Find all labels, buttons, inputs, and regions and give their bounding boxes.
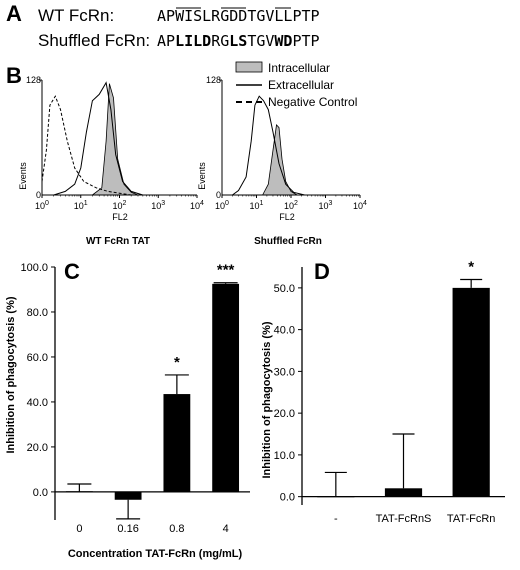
hist-series-intracellular [91,83,139,196]
hist-wt-xlabel: FL2 [112,212,128,222]
bar-y-tick-label: 50.0 [274,283,295,295]
legend-swatch-intracellular [235,61,263,73]
bar-chart-c: C Inhibition of phagocytosis (%) Concent… [5,259,250,560]
histogram-shuffled-fcrn: Events 128 0 FL2 Shuffled FcRn 100 101 102… [197,75,367,247]
bar-y-tick-label: 60.0 [27,352,48,364]
bar-category-label: 4 [223,523,229,535]
bar-category-label: TAT-FcRn [447,513,495,525]
seq-segment: LL [274,7,292,25]
bar-category-label: 0.16 [117,523,138,535]
panel-b-letter: B [6,63,22,88]
bar-c-ylabel: Inhibition of phagocytosis (%) [5,296,17,453]
hist-sh-title: Shuffled FcRn [254,236,322,247]
panel-d-letter: D [314,259,330,284]
hist-x-tick-label: 104 [353,200,367,211]
hist-x-tick-label: 101 [74,200,88,211]
legend: Intracellular Extracellular Negative Con… [235,61,357,109]
bar-y-tick-label: 100.0 [20,262,48,274]
bar-category-label: 0 [76,523,82,535]
hist-x-tick-label: 102 [284,200,298,211]
hist-series-extracellular [53,81,143,196]
seq-segment: LR [202,7,221,25]
hist-x-tick-label: 103 [319,200,333,211]
seq-label-shuffled: Shuffled FcRn: [38,31,150,50]
seq-segment: AP [157,32,175,50]
seq-segment: PTP [292,7,319,25]
seq-shuffled-text: APLILDRGLSTGVWDPTP [157,32,320,50]
bar-d-ylabel: Inhibition of phagocytosis (%) [261,321,273,478]
hist-wt-title: WT FcRn TAT [86,236,150,247]
hist-x-tick-label: 104 [190,200,204,211]
bar [384,488,423,497]
bar-y-tick-label: 40.0 [274,325,295,337]
bar [212,283,240,492]
seq-segment: LS [229,32,247,50]
hist-x-tick-label: 100 [35,200,49,211]
seq-segment: TGV [247,32,274,50]
legend-label-intracellular: Intracellular [268,61,330,75]
hist-x-tick-label: 100 [215,200,229,211]
seq-segment: TGV [247,7,274,25]
hist-series-negative-control [41,95,132,196]
bar-y-tick-label: 40.0 [27,397,48,409]
hist-series-intracellular [261,124,299,196]
bar-c-xlabel: Concentration TAT-FcRn (mg/mL) [68,548,243,560]
seq-segment: RG [211,32,229,50]
significance-marker: * [468,259,474,276]
bar-y-tick-label: 20.0 [274,408,295,420]
bar-category-label: 0.8 [169,523,184,535]
hist-x-tick-label: 101 [250,200,264,211]
bar-chart-d: D Inhibition of phagocytosis (%) 0.0 10.0… [261,259,505,525]
hist-wt-ytick-0: 0 [36,190,41,200]
panel-c-letter: C [64,259,80,284]
significance-marker: * [174,354,180,371]
bar-category-label: TAT-FcRnS [376,513,432,525]
histogram-wt-fcrn: Events 128 0 FL2 WT FcRn TAT 100 101 102 10… [18,75,204,247]
significance-marker: *** [217,262,235,279]
hist-series-extracellular [232,95,305,196]
bar-y-tick-label: 10.0 [274,450,295,462]
seq-label-wt: WT FcRn: [38,6,114,25]
bar [114,491,142,500]
bar-y-tick-label: 0.0 [33,487,48,499]
seq-segment: AP [157,7,175,25]
bar-y-tick-label: 80.0 [27,307,48,319]
bar-y-tick-label: 30.0 [274,366,295,378]
seq-wt-text: APWISLRGDDTGVLLPTP [157,7,320,25]
hist-sh-ylabel: Events [197,162,207,190]
bar [163,394,191,492]
seq-segment: WIS [175,7,202,25]
seq-segment: WD [274,32,292,50]
hist-sh-ytick-128: 128 [206,75,221,85]
bar-category-label: - [334,513,338,525]
hist-sh-xlabel: FL2 [279,212,295,222]
seq-segment: LILD [175,32,211,50]
hist-sh-ytick-0: 0 [216,190,221,200]
legend-label-extracellular: Extracellular [268,78,334,92]
seq-segment: GDD [220,7,247,25]
bar-y-tick-label: 0.0 [280,492,295,504]
seq-segment: PTP [292,32,319,50]
hist-wt-ytick-128: 128 [26,75,41,85]
hist-wt-ylabel: Events [18,162,28,190]
hist-x-tick-label: 103 [151,200,165,211]
panel-a-letter: A [6,1,22,26]
bar [452,287,490,497]
legend-label-negative-control: Negative Control [268,95,357,109]
bar-y-tick-label: 20.0 [27,442,48,454]
hist-x-tick-label: 102 [113,200,127,211]
